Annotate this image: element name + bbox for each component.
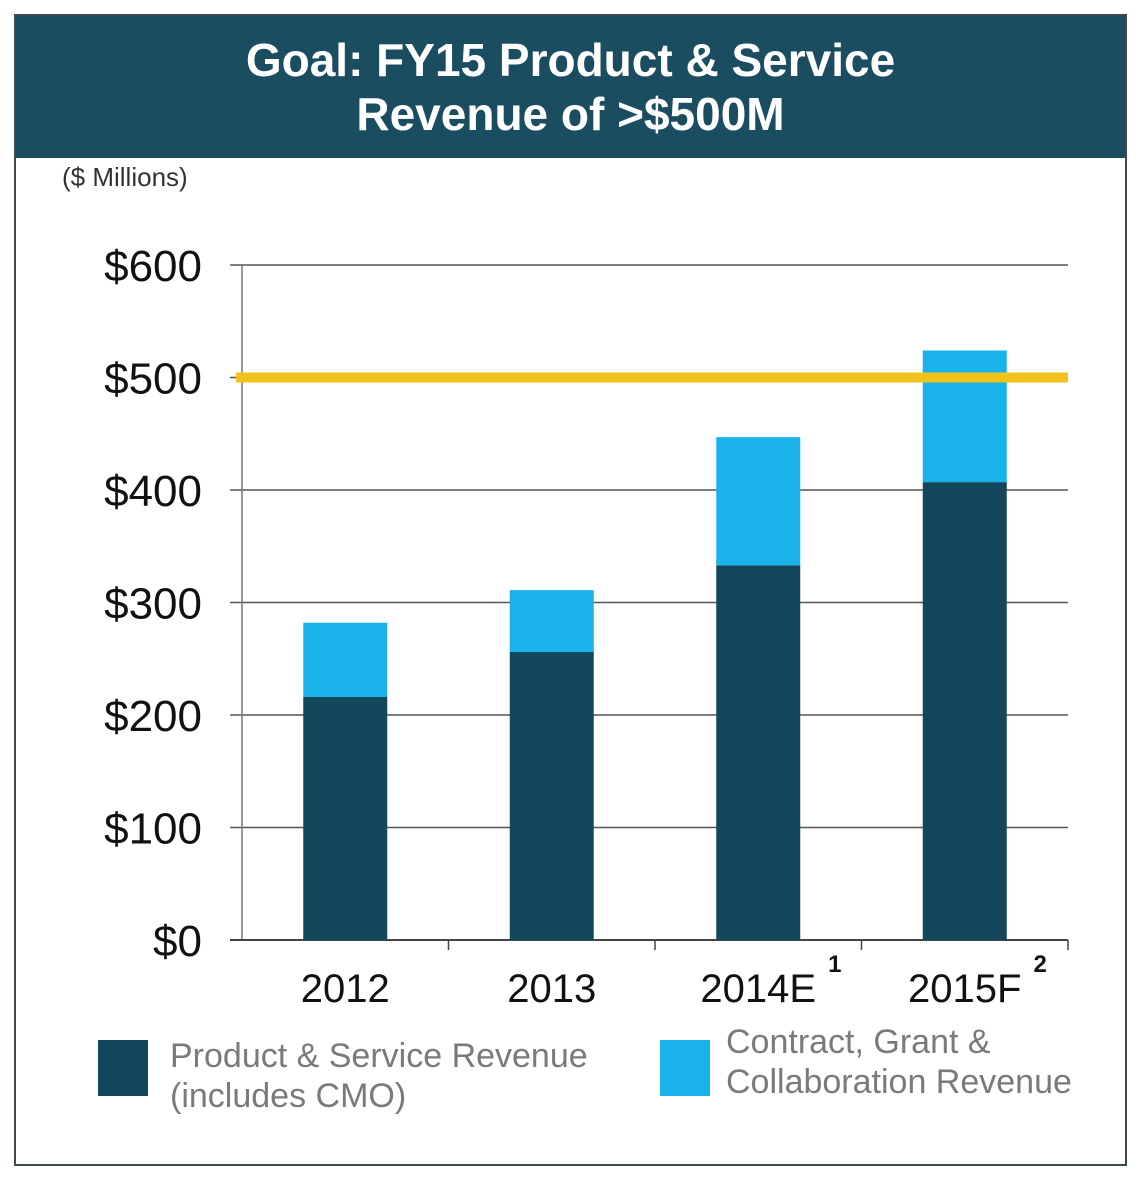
bar-2014E-contract-grant — [716, 437, 801, 566]
units-label: ($ Millions) — [62, 162, 188, 192]
y-tick-label: $200 — [104, 692, 202, 741]
bar-2015F-contract-grant — [922, 350, 1007, 483]
y-tick-label: $100 — [104, 805, 202, 854]
y-tick-label: $500 — [104, 355, 202, 404]
x-tick-label-2014E: 2014E — [700, 967, 816, 1011]
legend-label-contract-grant-line-1: Contract, Grant & — [726, 1023, 991, 1061]
bar-2013-product-service — [509, 652, 594, 940]
y-tick-label: $300 — [104, 580, 202, 629]
bar-2014E-product-service — [716, 565, 801, 940]
title-band: Goal: FY15 Product & Service Revenue of … — [16, 16, 1125, 158]
legend-item-contract-grant: Contract, Grant & Collaboration Revenue — [660, 1023, 1072, 1102]
x-tick-superscript-2014E: 1 — [828, 951, 841, 978]
x-tick-label-2013: 2013 — [507, 967, 596, 1011]
x-tick-label-2015F: 2015F — [908, 967, 1021, 1011]
chart-title-line-2: Revenue of >$500M — [356, 88, 785, 140]
bar-2015F-product-service — [922, 482, 1007, 940]
bar-2013-contract-grant — [509, 590, 594, 652]
bar-2012-contract-grant — [303, 622, 388, 697]
x-tick-superscript-2015F: 2 — [1033, 951, 1046, 978]
x-tick-label-2012: 2012 — [301, 967, 390, 1011]
legend-item-product-service: Product & Service Revenue (includes CMO) — [98, 1036, 588, 1116]
legend-label-product-service: Product & Service Revenue (includes CMO) — [170, 1036, 588, 1116]
bar-2012-product-service — [303, 697, 388, 940]
y-tick-label: $600 — [104, 242, 202, 291]
chart-title-line-1: Goal: FY15 Product & Service — [245, 34, 896, 86]
y-tick-label: $400 — [104, 467, 202, 516]
y-tick-label: $0 — [153, 917, 202, 966]
legend-swatch-contract-grant — [660, 1040, 710, 1096]
legend-label-contract-grant: Contract, Grant & Collaboration Revenue — [726, 1022, 1072, 1102]
legend-label-product-service-line-2: (includes CMO) — [170, 1077, 407, 1115]
legend-label-product-service-line-1: Product & Service Revenue — [170, 1037, 588, 1075]
legend-label-contract-grant-line-2: Collaboration Revenue — [726, 1063, 1072, 1101]
legend-swatch-product-service — [98, 1040, 148, 1096]
